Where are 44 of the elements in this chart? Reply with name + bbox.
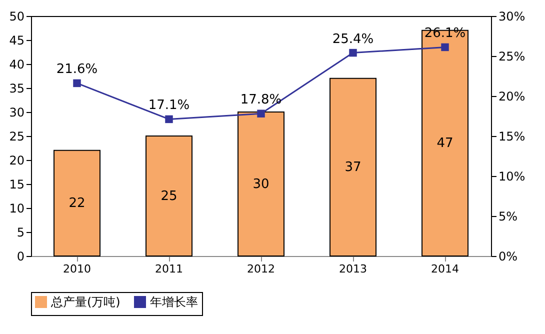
data-label: 47 <box>436 136 454 152</box>
x-tick-label: 2012 <box>247 262 275 276</box>
data-label: 26.1% <box>424 26 466 42</box>
y-tick-label: 30 <box>9 106 24 120</box>
y-tick-label: 10 <box>9 202 24 216</box>
legend-label: 总产量(万吨) <box>50 295 120 309</box>
point <box>257 110 265 118</box>
bar <box>146 136 192 256</box>
data-label: 25 <box>160 189 178 204</box>
point <box>441 43 449 52</box>
bar <box>238 112 284 256</box>
y2-tick-label: 20% <box>498 90 526 104</box>
data-label: 25.4% <box>332 32 374 47</box>
data-label: 37 <box>344 160 362 176</box>
point <box>73 79 81 88</box>
data-label: 17.8% <box>240 92 282 108</box>
y-tick-label: 5 <box>16 226 24 240</box>
y-tick-label: 50 <box>9 10 24 24</box>
y2-tick-label: 25% <box>498 50 526 64</box>
data-label: 22 <box>68 196 86 212</box>
y2-tick-label: 0% <box>498 250 518 264</box>
bar <box>330 78 376 256</box>
point <box>349 48 357 57</box>
data-label: 30 <box>252 177 270 192</box>
legend-label: 年增长率 <box>150 295 198 309</box>
y-tick-label: 20 <box>9 154 24 168</box>
data-label: 21.6% <box>56 62 98 78</box>
x-tick-label: 2010 <box>63 262 91 276</box>
x-tick-label: 2011 <box>155 262 183 276</box>
y-tick-label: 40 <box>9 58 24 72</box>
y2-tick-label: 15% <box>498 130 526 144</box>
y2-tick-label: 30% <box>498 10 526 24</box>
bar <box>54 150 100 256</box>
y2-tick-label: 5% <box>498 210 518 224</box>
y-tick-label: 0 <box>16 250 24 264</box>
y-tick-label: 35 <box>9 82 24 96</box>
y-tick-label: 45 <box>9 34 24 48</box>
y2-tick-label: 10% <box>498 170 526 184</box>
point <box>165 115 173 124</box>
x-tick-label: 2013 <box>339 262 367 276</box>
y-tick-label: 15 <box>9 178 24 192</box>
data-label: 17.1% <box>148 98 190 114</box>
x-tick-label: 2014 <box>431 262 459 276</box>
y-tick-label: 25 <box>9 130 24 144</box>
